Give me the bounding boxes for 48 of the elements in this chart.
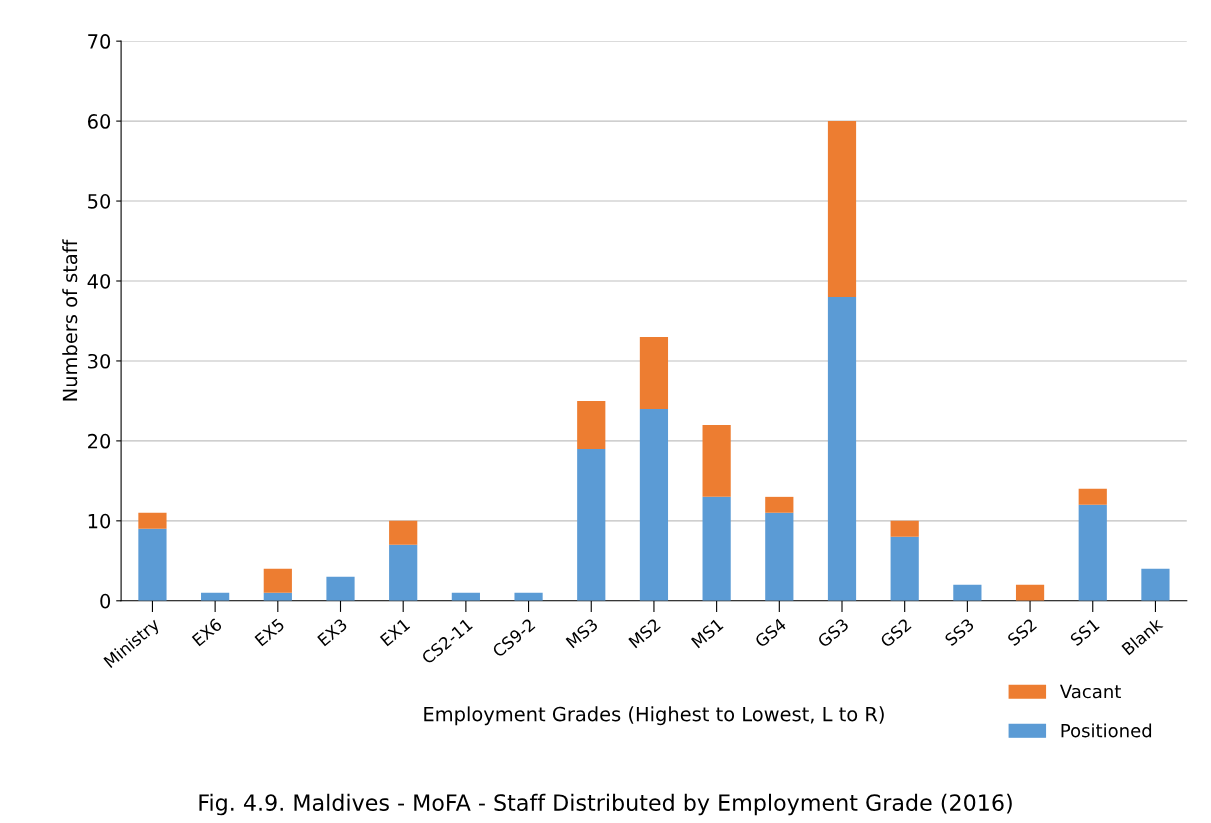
x-tick-label: GS3 bbox=[816, 617, 850, 648]
bar bbox=[765, 496, 794, 513]
x-axis-title: Employment Grades (Highest to Lowest, L to R) bbox=[424, 706, 884, 726]
bar bbox=[765, 512, 794, 601]
y-tick-label: 70 bbox=[88, 34, 111, 49]
bar bbox=[1078, 504, 1107, 601]
bar bbox=[827, 296, 857, 601]
x-tick-label: EX6 bbox=[191, 617, 223, 647]
x-tick-label: EX5 bbox=[254, 618, 285, 647]
bar bbox=[1015, 584, 1045, 601]
bar bbox=[1141, 568, 1170, 601]
bar bbox=[890, 536, 919, 601]
bar bbox=[577, 448, 606, 601]
bar bbox=[138, 512, 167, 529]
bar bbox=[263, 568, 292, 593]
bar bbox=[389, 520, 418, 545]
y-tick-label: 40 bbox=[87, 273, 111, 289]
y-axis-title: Numbers of staff bbox=[62, 239, 78, 401]
bar bbox=[514, 592, 543, 601]
x-tick-label: MS1 bbox=[690, 617, 724, 649]
x-tick-label: SS1 bbox=[1069, 617, 1100, 647]
text: Fig. 4.9. Maldives - MoFA - Staff Distributed by Employment Grade (2016) bbox=[199, 793, 1012, 816]
y-tick-label: 10 bbox=[88, 513, 111, 529]
x-tick-label: EX1 bbox=[379, 618, 411, 647]
y-tick-label: 50 bbox=[88, 194, 111, 209]
bar bbox=[1078, 488, 1107, 505]
bar bbox=[827, 121, 857, 297]
bar bbox=[953, 584, 982, 601]
y-tick-label: 60 bbox=[87, 114, 111, 129]
x-tick-label: GS4 bbox=[754, 617, 787, 648]
bar bbox=[577, 400, 606, 449]
x-tick-label: GS2 bbox=[879, 618, 912, 648]
bar bbox=[639, 408, 669, 601]
x-tick-label: EX3 bbox=[317, 617, 348, 647]
bar bbox=[702, 496, 731, 601]
bar bbox=[639, 336, 669, 409]
bar bbox=[389, 544, 418, 601]
legend-label: Vacant bbox=[1059, 684, 1121, 699]
legend-label: Positioned bbox=[1061, 723, 1152, 738]
bar bbox=[702, 424, 731, 497]
y-tick-label: 30 bbox=[88, 353, 111, 369]
bar bbox=[138, 528, 167, 601]
bar bbox=[326, 576, 355, 601]
bar bbox=[890, 520, 919, 537]
y-tick-label: 0 bbox=[100, 593, 111, 609]
y-tick-label: 20 bbox=[88, 433, 111, 449]
x-tick-label: SS3 bbox=[944, 617, 975, 647]
x-tick-label: SS2 bbox=[1006, 618, 1038, 647]
